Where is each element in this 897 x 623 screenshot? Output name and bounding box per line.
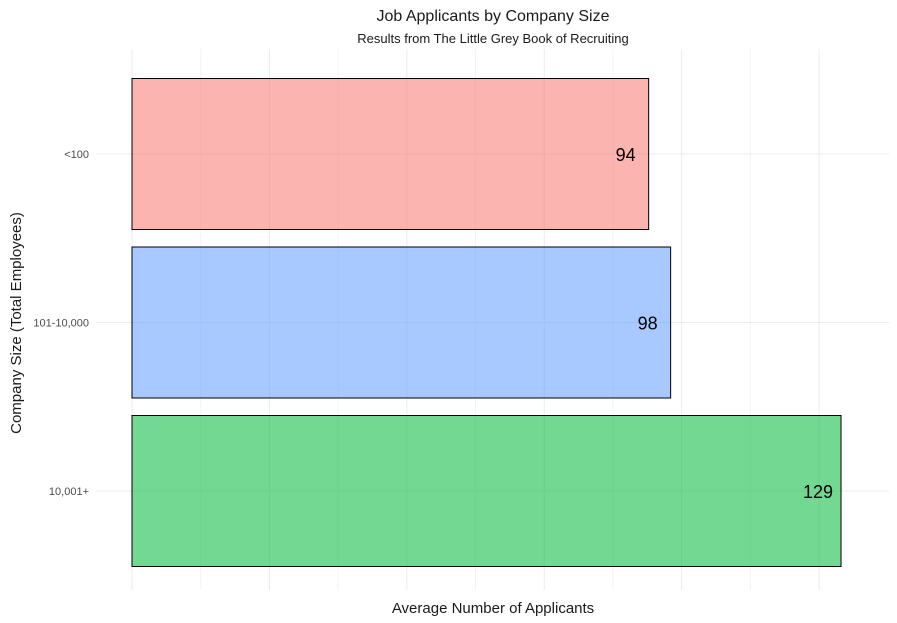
bars [131,78,842,567]
chart-subtitle: Results from The Little Grey Book of Rec… [357,31,628,46]
bar [131,78,650,230]
y-tick-label: 10,001+ [49,486,89,498]
data-label: 129 [803,482,833,502]
y-tick-label: 101-10,000 [33,318,89,330]
y-tick-label: <100 [64,149,89,161]
x-axis-label: Average Number of Applicants [392,600,594,617]
data-labels: 94 98 129 [616,145,833,502]
data-label: 94 [616,145,636,165]
bar [131,415,842,567]
bar [131,246,672,399]
data-label: 98 [638,314,658,334]
y-axis-label: Company Size (Total Employees) [8,212,25,434]
chart-title: Job Applicants by Company Size [376,8,609,25]
y-tick-labels: <100 101-10,000 10,001+ [33,149,89,498]
